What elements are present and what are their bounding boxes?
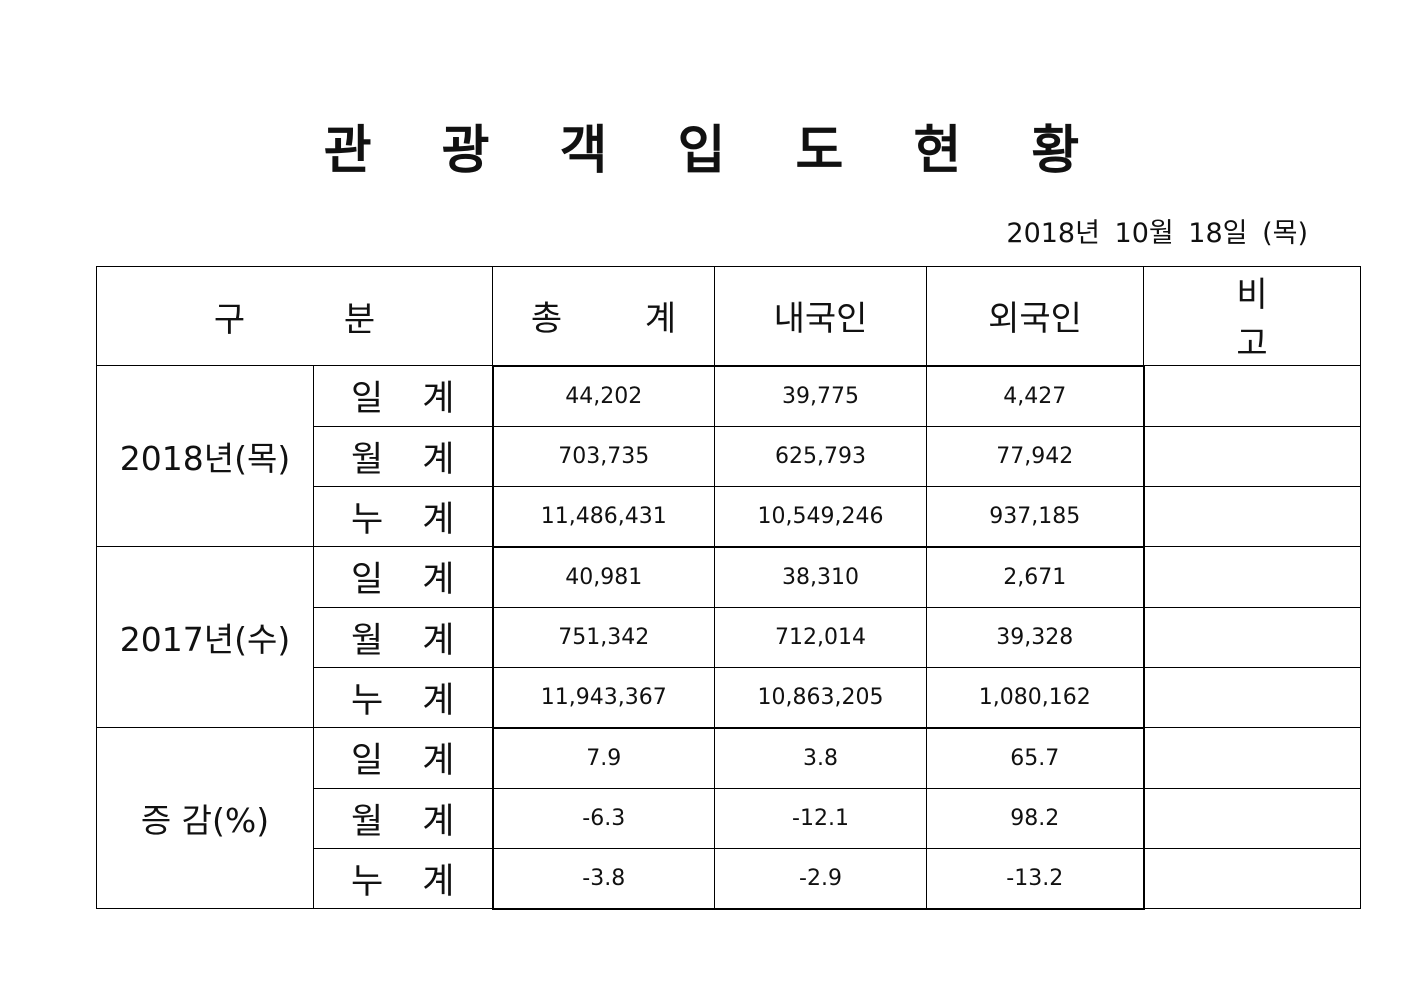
table-row: 2017년(수) 일 계 40,981 38,310 2,671 [96,545,1361,728]
cell-domestic: 3.8 [714,726,927,789]
cell-foreign: 4,427 [926,364,1145,427]
header-category: 구 분 [96,266,493,366]
row-label: 누 계 [313,666,493,728]
cell-foreign: 65.7 [926,726,1145,789]
group-label-2017: 2017년(수) [96,546,314,728]
report-date: 2018년 10월 18일 (목) [1006,218,1308,249]
header-total: 총 계 [492,266,715,366]
cell-total: 40,981 [491,545,715,608]
cell-foreign: 2,671 [926,545,1145,608]
row-label: 누 계 [313,847,493,909]
cell-total: 703,735 [491,425,715,487]
cell-domestic: 10,549,246 [714,485,927,548]
header-domestic: 내국인 [714,266,927,366]
cell-note [1143,485,1361,547]
row-label: 월 계 [313,606,493,668]
table-row: 증 감(%) 일 계 7.9 3.8 65.7 [96,726,1361,909]
table-row: 누 계 11,943,367 10,863,205 1,080,162 [97,666,1361,729]
row-label: 누 계 [313,485,493,547]
table-row: 월 계 703,735 625,793 77,942 [97,425,1361,487]
cell-foreign: 98.2 [926,787,1145,849]
cell-foreign: 937,185 [926,485,1145,548]
cell-note [1143,365,1361,427]
cell-domestic: -12.1 [714,787,927,849]
cell-note [1143,666,1361,728]
cell-total: 751,342 [491,606,715,668]
cell-foreign: 1,080,162 [926,666,1145,729]
cell-domestic: 38,310 [714,545,927,608]
header-foreign: 외국인 [926,266,1144,366]
table-row: 월 계 -6.3 -12.1 98.2 [97,787,1361,849]
row-label: 일 계 [313,365,493,427]
cell-domestic: -2.9 [714,847,927,910]
group-label-2018: 2018년(목) [96,365,314,547]
row-label: 월 계 [313,787,493,849]
cell-total: -3.8 [491,847,715,910]
cell-total: -6.3 [491,787,715,849]
cell-foreign: -13.2 [926,847,1145,910]
row-label: 월 계 [313,425,493,487]
cell-total: 11,486,431 [491,485,715,548]
page-title: 관 광 객 입 도 현 황 [323,121,1106,181]
tourist-arrivals-table: 구 분 총 계 내국인 외국인 비 고 2018년(목) 일 계 44,202 … [96,266,1361,910]
cell-domestic: 625,793 [714,425,927,487]
header-row: 구 분 총 계 내국인 외국인 비 고 [96,266,1361,366]
row-label: 일 계 [313,727,493,789]
cell-domestic: 712,014 [714,606,927,668]
cell-total: 11,943,367 [491,666,715,729]
table-row: 월 계 751,342 712,014 39,328 [97,606,1361,668]
cell-note [1143,787,1361,849]
cell-note [1143,546,1361,608]
cell-domestic: 39,775 [714,364,927,427]
cell-total: 7.9 [491,726,715,789]
table-row: 2018년(목) 일 계 44,202 39,775 4,427 [96,364,1361,547]
cell-total: 44,202 [491,364,715,427]
table-row: 누 계 -3.8 -2.9 -13.2 [97,847,1361,910]
cell-foreign: 39,328 [926,606,1145,668]
cell-domestic: 10,863,205 [714,666,927,729]
cell-foreign: 77,942 [926,425,1145,487]
cell-note [1143,727,1361,789]
cell-note [1143,606,1361,668]
header-note: 비 고 [1143,266,1361,366]
group-label-change: 증 감(%) [96,727,314,909]
cell-note [1143,847,1361,909]
cell-note [1143,425,1361,487]
table-row: 누 계 11,486,431 10,549,246 937,185 [97,485,1361,548]
row-label: 일 계 [313,546,493,608]
